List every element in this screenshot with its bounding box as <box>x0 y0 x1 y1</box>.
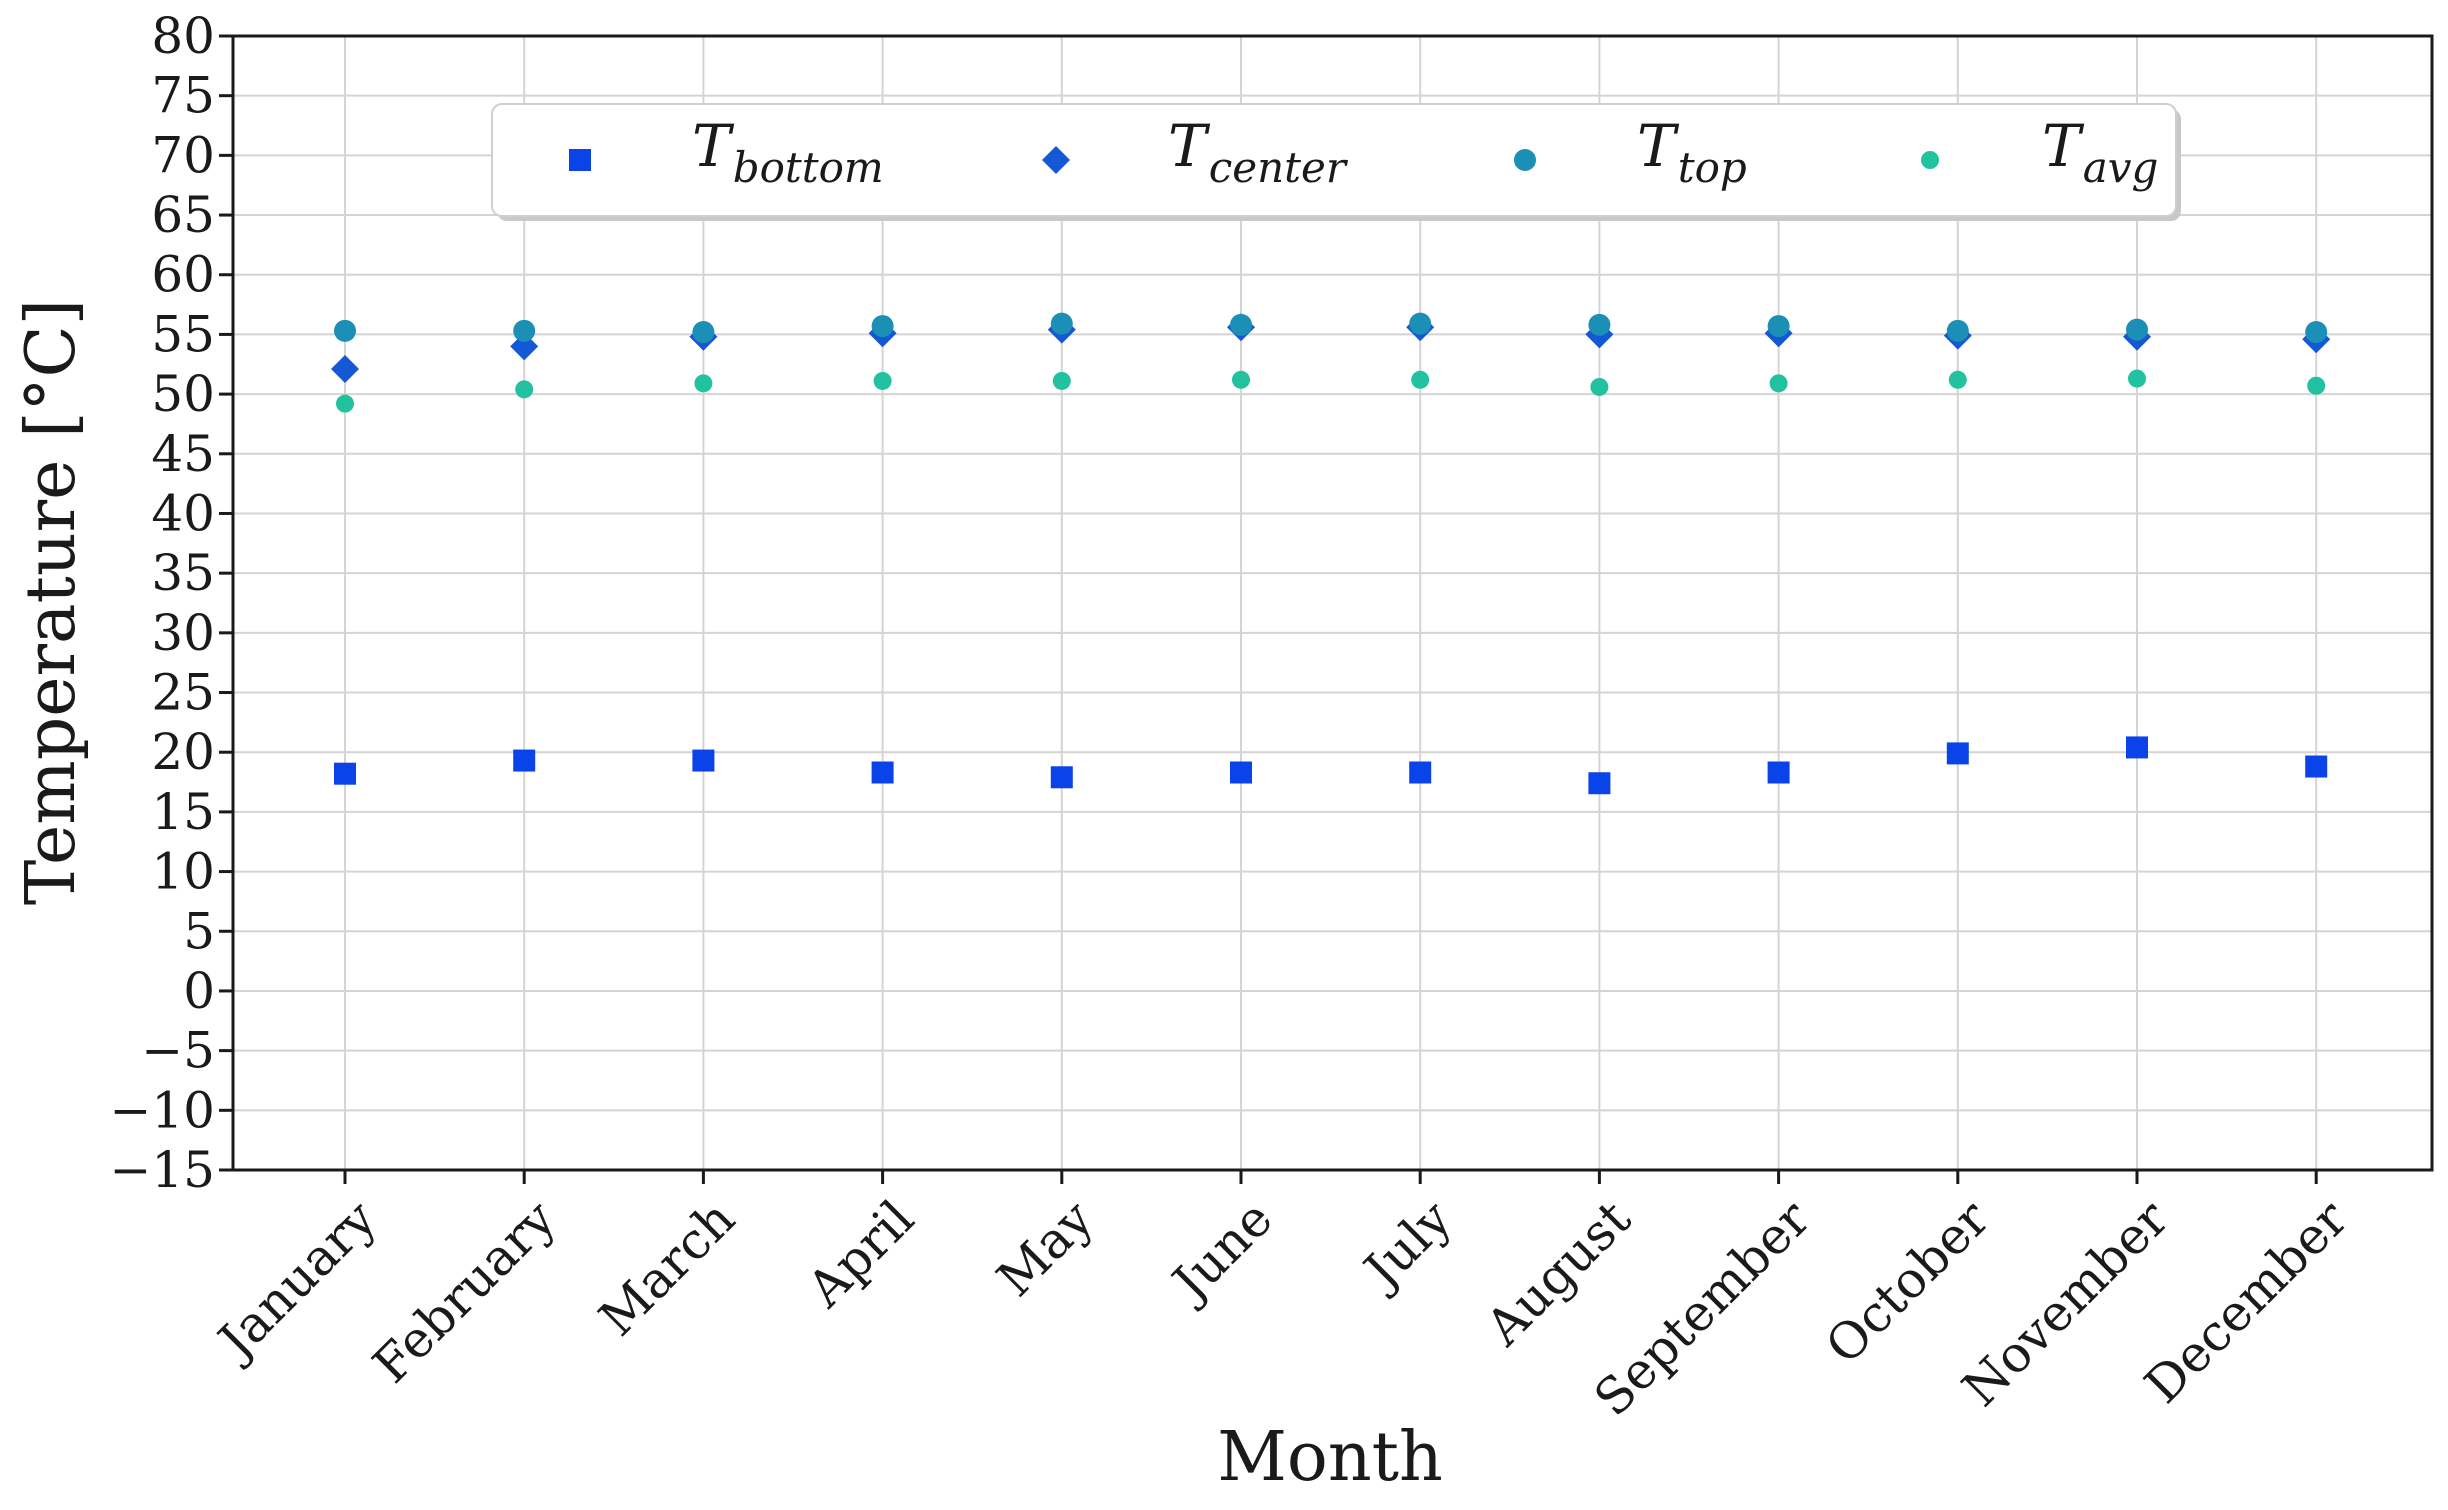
x-tick-label: May <box>986 1189 1105 1308</box>
y-tick-label: 10 <box>151 843 215 901</box>
data-point-bottom <box>692 749 715 772</box>
y-tick-label: 60 <box>151 246 215 304</box>
data-point-top <box>1409 312 1432 335</box>
x-tick-label: October <box>1815 1189 2001 1375</box>
data-point-center <box>331 355 359 384</box>
data-point-top <box>871 315 894 338</box>
series-top <box>334 312 2328 344</box>
data-point-bottom <box>1409 761 1432 784</box>
y-tick-label: 35 <box>151 544 215 602</box>
data-point-avg <box>1232 370 1250 389</box>
y-tick-label: −10 <box>109 1081 215 1139</box>
data-point-bottom <box>513 749 536 772</box>
y-tick-label: 30 <box>151 604 215 662</box>
data-point-bottom <box>1230 761 1252 784</box>
data-point-bottom <box>1050 766 1073 789</box>
legend-entry-top: Ttop <box>1514 112 1747 192</box>
axes <box>231 34 2434 1172</box>
series-bottom <box>334 736 2328 795</box>
y-tick-label: 5 <box>183 902 215 960</box>
data-point-bottom <box>1767 761 1790 784</box>
data-point-bottom <box>871 761 894 784</box>
data-point-avg <box>873 371 892 390</box>
legend-box <box>491 103 2177 217</box>
legend-entry-bottom: Tbottom <box>569 112 884 192</box>
data-point-avg <box>1769 374 1788 393</box>
data-point-top <box>692 321 715 344</box>
y-tick-label: 80 <box>151 7 215 65</box>
data-point-center <box>510 332 539 361</box>
data-point-avg <box>2307 376 2326 395</box>
y-tick-label: 40 <box>151 484 215 542</box>
data-point-bottom <box>2305 755 2328 778</box>
legend: Tbottom Tcenter Ttop Tavg <box>491 103 2181 221</box>
data-point-top <box>2305 321 2328 344</box>
data-point-avg <box>2128 369 2146 388</box>
x-tick-label: January <box>204 1189 388 1373</box>
series-avg <box>336 369 2326 413</box>
x-tick-label: June <box>1158 1189 1283 1314</box>
x-tick-label: March <box>588 1189 746 1347</box>
legend-entry-center: Tcenter <box>1042 112 1349 192</box>
y-tick-label: 75 <box>151 67 215 125</box>
data-point-avg <box>1590 377 1609 396</box>
data-point-bottom <box>2126 736 2148 759</box>
legend-marker-bottom <box>569 149 591 171</box>
data-point-avg <box>694 374 713 393</box>
x-tick-label: February <box>362 1189 567 1394</box>
y-tick-label: 45 <box>151 425 215 483</box>
y-tick-label: 20 <box>151 723 215 781</box>
legend-label-center: Tcenter <box>1168 112 1349 192</box>
data-point-bottom <box>1946 742 1969 765</box>
legend-label-bottom: Tbottom <box>692 112 884 192</box>
data-point-avg <box>1052 371 1071 390</box>
x-tick-label: April <box>796 1189 925 1318</box>
y-tick-label: 65 <box>151 186 215 244</box>
data-point-top <box>2126 318 2148 341</box>
data-point-top <box>1767 315 1790 338</box>
plot-frame <box>231 34 2434 1172</box>
x-tick-label: August <box>1474 1189 1642 1357</box>
legend-marker-center <box>1042 146 1070 174</box>
data-point-bottom <box>334 762 356 785</box>
data-point-avg <box>515 380 534 399</box>
data-point-avg <box>1411 370 1430 389</box>
y-tick-label: 50 <box>151 365 215 423</box>
y-tick-label: −5 <box>141 1022 215 1080</box>
data-point-bottom <box>1588 772 1611 795</box>
legend-marker-avg <box>1921 151 1939 169</box>
series-center <box>331 313 2331 384</box>
y-tick-label: 70 <box>151 126 215 184</box>
data-point-top <box>1050 312 1073 335</box>
data-point-top <box>1946 319 1969 342</box>
data-point-avg <box>336 394 354 413</box>
x-tick-label: July <box>1350 1189 1463 1302</box>
legend-label-top: Ttop <box>1637 112 1747 192</box>
data-point-top <box>513 319 536 342</box>
legend-label-avg: Tavg <box>2042 112 2158 192</box>
data-point-top <box>334 319 356 342</box>
x-axis-title: Month <box>1217 1418 1442 1497</box>
y-tick-label: 25 <box>151 664 215 722</box>
y-axis-title: Temperature [°C] <box>12 299 91 905</box>
y-tick-label: −15 <box>109 1141 215 1199</box>
y-tick-label: 55 <box>151 305 215 363</box>
data-series <box>331 312 2331 795</box>
y-tick-label: 15 <box>151 783 215 841</box>
data-point-avg <box>1948 370 1967 389</box>
y-tick-label: 0 <box>183 962 215 1020</box>
legend-marker-top <box>1514 149 1536 171</box>
legend-entry-avg: Tavg <box>1921 112 2158 192</box>
data-point-top <box>1588 313 1611 336</box>
data-point-top <box>1230 313 1252 336</box>
